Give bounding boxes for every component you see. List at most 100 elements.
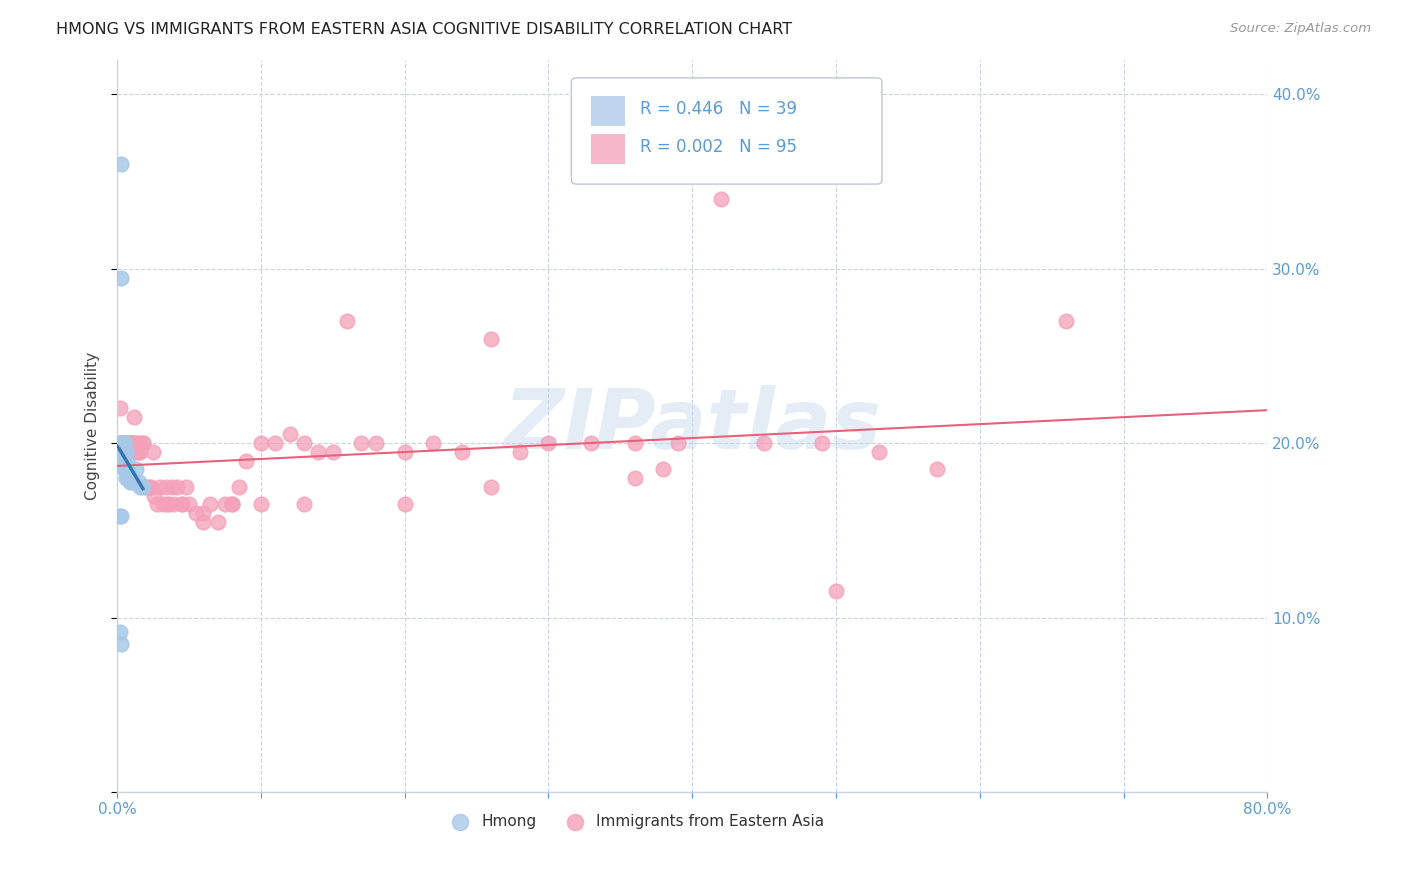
- Point: [121, 475, 143, 489]
- Point: [292, 497, 315, 511]
- Point: [110, 436, 132, 450]
- Point: [214, 497, 236, 511]
- Point: [228, 480, 250, 494]
- Point: [117, 445, 139, 459]
- Bar: [591, 135, 626, 163]
- Point: [221, 497, 243, 511]
- Point: [537, 436, 560, 450]
- Text: R = 0.446   N = 39: R = 0.446 N = 39: [640, 101, 797, 119]
- Point: [112, 453, 135, 467]
- Text: HMONG VS IMMIGRANTS FROM EASTERN ASIA COGNITIVE DISABILITY CORRELATION CHART: HMONG VS IMMIGRANTS FROM EASTERN ASIA CO…: [56, 22, 793, 37]
- Point: [666, 436, 689, 450]
- Point: [142, 445, 165, 459]
- Point: [118, 436, 141, 450]
- Point: [127, 436, 149, 450]
- Point: [111, 436, 134, 450]
- Point: [652, 462, 675, 476]
- Point: [110, 436, 132, 450]
- Point: [170, 497, 193, 511]
- Point: [825, 584, 848, 599]
- Point: [111, 436, 134, 450]
- Point: [132, 436, 155, 450]
- Point: [115, 453, 138, 467]
- Point: [1054, 314, 1077, 328]
- Point: [157, 497, 180, 511]
- Point: [509, 445, 531, 459]
- Point: [114, 471, 136, 485]
- Point: [581, 436, 603, 450]
- Point: [114, 462, 136, 476]
- Point: [110, 436, 132, 450]
- Point: [115, 436, 138, 450]
- Point: [110, 436, 132, 450]
- Point: [166, 480, 188, 494]
- Point: [110, 157, 132, 171]
- Point: [108, 401, 131, 416]
- Point: [479, 332, 502, 346]
- Point: [135, 480, 157, 494]
- Point: [925, 462, 948, 476]
- Point: [112, 436, 135, 450]
- Point: [112, 436, 135, 450]
- Point: [710, 192, 733, 206]
- Point: [111, 436, 134, 450]
- Point: [221, 497, 243, 511]
- Point: [112, 445, 135, 459]
- Point: [114, 445, 136, 459]
- Point: [193, 515, 215, 529]
- Point: [115, 445, 138, 459]
- Point: [177, 497, 200, 511]
- Point: [170, 497, 193, 511]
- Point: [111, 436, 134, 450]
- Point: [111, 436, 134, 450]
- Point: [112, 436, 135, 450]
- Point: [114, 436, 136, 450]
- Point: [364, 436, 387, 450]
- Point: [115, 436, 138, 450]
- Point: [184, 506, 207, 520]
- Point: [110, 270, 132, 285]
- Point: [129, 480, 152, 494]
- Point: [115, 462, 138, 476]
- Point: [422, 436, 444, 450]
- Point: [114, 436, 136, 450]
- Point: [108, 509, 131, 524]
- Point: [112, 462, 135, 476]
- Point: [868, 445, 890, 459]
- Point: [110, 509, 132, 524]
- Point: [120, 445, 142, 459]
- Y-axis label: Cognitive Disability: Cognitive Disability: [86, 351, 100, 500]
- Point: [118, 475, 141, 489]
- Point: [141, 480, 163, 494]
- Bar: [591, 96, 626, 126]
- Point: [138, 480, 160, 494]
- Point: [108, 436, 131, 450]
- Point: [110, 436, 132, 450]
- Point: [124, 462, 146, 476]
- Point: [132, 436, 155, 450]
- Point: [122, 436, 145, 450]
- Point: [155, 480, 177, 494]
- FancyBboxPatch shape: [571, 78, 882, 184]
- Point: [249, 436, 271, 450]
- Point: [394, 497, 416, 511]
- Point: [112, 453, 135, 467]
- Point: [117, 471, 139, 485]
- Point: [174, 480, 197, 494]
- Point: [111, 445, 134, 459]
- Point: [322, 445, 344, 459]
- Point: [111, 436, 134, 450]
- Point: [120, 436, 142, 450]
- Point: [249, 497, 271, 511]
- Point: [112, 436, 135, 450]
- Point: [149, 480, 172, 494]
- Point: [107, 436, 129, 450]
- Point: [336, 314, 359, 328]
- Point: [117, 436, 139, 450]
- Point: [160, 480, 183, 494]
- Text: R = 0.002   N = 95: R = 0.002 N = 95: [640, 138, 797, 156]
- Point: [128, 436, 150, 450]
- Point: [163, 497, 186, 511]
- Point: [118, 436, 141, 450]
- Point: [235, 453, 257, 467]
